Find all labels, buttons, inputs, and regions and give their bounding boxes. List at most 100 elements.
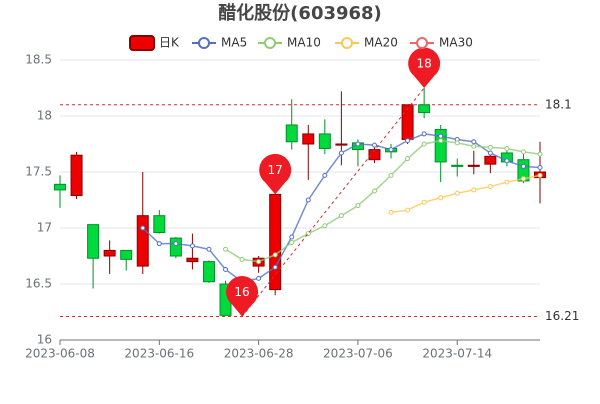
legend-label: 日K — [159, 36, 180, 50]
ma-point — [239, 256, 245, 262]
legend-item[interactable]: MA20 — [335, 36, 398, 50]
candle-body — [136, 215, 149, 267]
ma-point — [355, 141, 361, 147]
legend-label: MA5 — [221, 36, 247, 50]
candle-body — [120, 249, 133, 260]
ma-point — [520, 163, 526, 169]
mark-line-label: 16.21 — [545, 309, 579, 323]
candle-body — [186, 257, 199, 263]
candle-body — [202, 261, 215, 283]
ma-point — [338, 150, 344, 156]
legend-swatch — [198, 37, 210, 49]
ma-point — [371, 142, 377, 148]
mark-line-label: 18.1 — [545, 97, 572, 111]
pin-label: 16 — [234, 285, 249, 299]
y-tick-label: 16.5 — [25, 277, 52, 291]
ma-point — [537, 151, 543, 157]
legend-label: MA20 — [364, 36, 398, 50]
ma-point — [405, 156, 411, 162]
x-tick-label: 2023-07-14 — [422, 347, 492, 361]
ma-point — [156, 241, 162, 247]
legend-item[interactable]: MA10 — [258, 36, 321, 50]
y-tick-label: 16 — [37, 333, 52, 347]
ma-point — [272, 264, 278, 270]
pin-marker — [259, 153, 292, 195]
ma-point — [305, 197, 311, 203]
ma-point — [504, 179, 510, 185]
ma-line — [225, 139, 541, 263]
ma-point — [206, 246, 212, 252]
candle-body — [401, 104, 414, 141]
ma-point — [388, 147, 394, 153]
candle-body — [484, 155, 497, 165]
y-tick-label: 18 — [37, 109, 52, 123]
legend-label: MA10 — [287, 36, 321, 50]
legend-swatch — [129, 35, 155, 51]
pin-marker — [226, 275, 259, 317]
pin-label: 17 — [268, 163, 283, 177]
ma-line — [390, 174, 541, 214]
ma-point — [487, 184, 493, 190]
ma-point — [520, 176, 526, 182]
ma-point — [223, 246, 229, 252]
candle-body — [285, 124, 298, 143]
candle-body — [467, 164, 480, 167]
ma-point — [520, 149, 526, 155]
ma-point — [223, 266, 229, 272]
ma-point — [504, 145, 510, 151]
ma-point — [388, 209, 394, 215]
ma-point — [471, 187, 477, 193]
ma-point — [438, 133, 444, 139]
ma-point — [371, 188, 377, 194]
candle-body — [335, 143, 348, 146]
ma-point — [438, 138, 444, 144]
y-tick-label: 17 — [37, 221, 52, 235]
ma-point — [421, 141, 427, 147]
ma-point — [140, 225, 146, 231]
ma-point — [256, 275, 262, 281]
ma-point — [454, 140, 460, 146]
legend-item[interactable]: MA30 — [410, 36, 473, 50]
ma-point — [537, 172, 543, 178]
ma-point — [537, 165, 543, 171]
ma-point — [487, 150, 493, 156]
legend-label: MA30 — [439, 36, 473, 50]
legend-item[interactable]: MA5 — [192, 36, 247, 50]
ma-point — [322, 172, 328, 178]
ma-point — [471, 139, 477, 145]
ma-point — [289, 234, 295, 240]
ma-point — [338, 213, 344, 219]
legend-item[interactable]: 日K — [129, 35, 180, 51]
candle-body — [368, 149, 381, 161]
candle-body — [269, 193, 282, 291]
ma-point — [405, 138, 411, 144]
candle-body — [153, 215, 166, 233]
ma-point — [487, 144, 493, 150]
candle-body — [302, 133, 315, 145]
chart-title: 醋化股份(603968) — [218, 2, 382, 24]
x-tick-label: 2023-06-28 — [224, 347, 294, 361]
ma-point — [272, 252, 278, 258]
ma-point — [256, 259, 262, 265]
ma-point — [504, 158, 510, 164]
candle-body — [103, 249, 116, 257]
ma-point — [189, 243, 195, 249]
candle-body — [169, 237, 182, 257]
ma-point — [454, 190, 460, 196]
candle-body — [318, 133, 331, 149]
legend-swatch — [341, 37, 353, 49]
candle-body — [451, 164, 464, 167]
trend-line — [241, 87, 425, 317]
candle-body — [434, 128, 447, 163]
ma-point — [405, 207, 411, 213]
ma-point — [421, 199, 427, 205]
candle-body — [70, 154, 83, 197]
ma-point — [388, 172, 394, 178]
ma-point — [421, 131, 427, 137]
pin-marker — [408, 47, 441, 88]
legend-swatch — [416, 37, 428, 49]
x-tick-label: 2023-07-06 — [323, 347, 393, 361]
ma-point — [438, 195, 444, 201]
ma-point — [289, 240, 295, 246]
